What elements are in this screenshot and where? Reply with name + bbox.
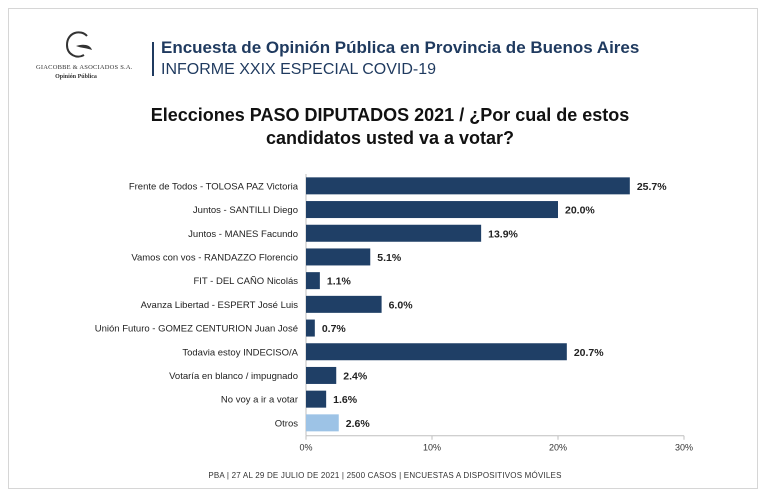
data-label: 1.1% bbox=[327, 276, 352, 288]
brand-name: GIACOBBE & ASOCIADOS S.A. bbox=[36, 64, 133, 71]
brand-logo-mark bbox=[65, 31, 92, 58]
x-tick-label: 30% bbox=[675, 443, 693, 453]
bar bbox=[306, 272, 320, 290]
data-label: 6.0% bbox=[389, 299, 414, 311]
category-label: Avanza Libertad - ESPERT José Luis bbox=[141, 300, 299, 311]
category-label: FIT - DEL CAÑO Nicolás bbox=[193, 276, 298, 287]
survey-title: Encuesta de Opinión Pública en Provincia… bbox=[161, 38, 640, 57]
bar bbox=[306, 177, 630, 195]
data-label: 25.7% bbox=[637, 181, 667, 193]
category-label: Juntos - MANES Facundo bbox=[188, 229, 298, 240]
data-label: 1.6% bbox=[333, 394, 358, 406]
category-label: Unión Futuro - GOMEZ CENTURION Juan José bbox=[95, 324, 298, 335]
brand-logo: GIACOBBE & ASOCIADOS S.A. Opinión Públic… bbox=[36, 30, 133, 92]
data-label: 13.9% bbox=[488, 228, 518, 240]
category-label: Juntos - SANTILLI Diego bbox=[193, 205, 298, 216]
footer-note: PBA | 27 AL 29 DE JULIO DE 2021 | 2500 C… bbox=[208, 471, 562, 480]
header-divider bbox=[152, 42, 154, 76]
x-tick-label: 20% bbox=[549, 443, 567, 453]
data-label: 2.6% bbox=[346, 418, 371, 430]
category-label: Frente de Todos - TOLOSA PAZ Victoria bbox=[129, 181, 299, 192]
bar bbox=[306, 319, 315, 337]
x-tick-label: 0% bbox=[299, 443, 312, 453]
data-label: 5.1% bbox=[377, 252, 402, 264]
bar bbox=[306, 248, 371, 266]
bar bbox=[306, 295, 382, 313]
slide-frame bbox=[8, 8, 758, 489]
data-label: 20.7% bbox=[574, 347, 604, 359]
category-label: Todavia estoy INDECISO/A bbox=[182, 347, 298, 358]
bar bbox=[306, 390, 327, 408]
bar bbox=[306, 343, 567, 361]
data-label: 0.7% bbox=[322, 323, 347, 335]
bar-chart: 0% 10% 20% 30% Frente de Todos - TOLOSA PAZ … bbox=[95, 174, 693, 453]
chart-title: Elecciones PASO DIPUTADOS 2021 / ¿Por cu… bbox=[150, 105, 630, 148]
x-tick-label: 10% bbox=[423, 443, 441, 453]
brand-subtitle: Opinión Pública bbox=[55, 74, 97, 80]
category-label: Votaría en blanco / impugnado bbox=[169, 371, 298, 382]
report-title: INFORME XXIX ESPECIAL COVID-19 bbox=[161, 61, 437, 78]
bar bbox=[306, 414, 339, 432]
category-label: Otros bbox=[275, 418, 298, 429]
data-label: 2.4% bbox=[343, 370, 368, 382]
bar bbox=[306, 224, 482, 242]
bar bbox=[306, 366, 337, 384]
bar bbox=[306, 201, 558, 219]
category-label: No voy a ir a votar bbox=[221, 395, 298, 406]
data-label: 20.0% bbox=[565, 205, 595, 217]
category-label: Vamos con vos - RANDAZZO Florencio bbox=[131, 252, 298, 263]
